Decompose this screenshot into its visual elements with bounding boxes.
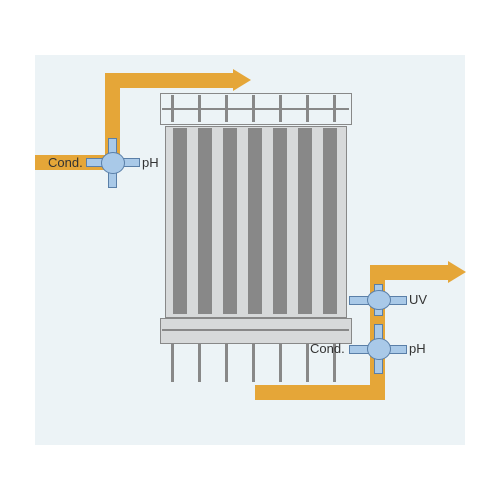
outlet-sensor-label-ph: pH bbox=[409, 341, 426, 356]
unit-col bbox=[173, 128, 187, 314]
unit-col bbox=[298, 128, 312, 314]
outlet-sensor-label-cond: Cond. bbox=[310, 341, 345, 356]
outlet-arrow-icon bbox=[448, 261, 466, 283]
unit-leg bbox=[279, 344, 282, 382]
unit-leg bbox=[306, 344, 309, 382]
unit-col bbox=[323, 128, 337, 314]
inlet-sensor-icon bbox=[101, 152, 125, 174]
unit-col bbox=[223, 128, 237, 314]
unit-leg bbox=[225, 344, 228, 382]
unit-col bbox=[273, 128, 287, 314]
unit-col bbox=[198, 128, 212, 314]
unit-leg bbox=[198, 344, 201, 382]
uv-sensor-label: UV bbox=[409, 292, 427, 307]
unit-leg bbox=[252, 344, 255, 382]
pipe-outlet-h1 bbox=[255, 385, 385, 400]
outlet-sensor-icon bbox=[367, 338, 391, 360]
pipe-outlet-h2 bbox=[370, 265, 450, 280]
inlet-arrow-icon bbox=[233, 69, 251, 91]
unit-leg bbox=[171, 344, 174, 382]
inlet-sensor-label-ph: pH bbox=[142, 155, 159, 170]
unit-col bbox=[248, 128, 262, 314]
uv-sensor-icon bbox=[367, 290, 391, 310]
pipe-inlet-h2 bbox=[105, 73, 235, 88]
unit-top-hline bbox=[162, 108, 349, 110]
inlet-sensor-label-cond: Cond. bbox=[48, 155, 83, 170]
unit-mid-hline bbox=[162, 329, 349, 331]
